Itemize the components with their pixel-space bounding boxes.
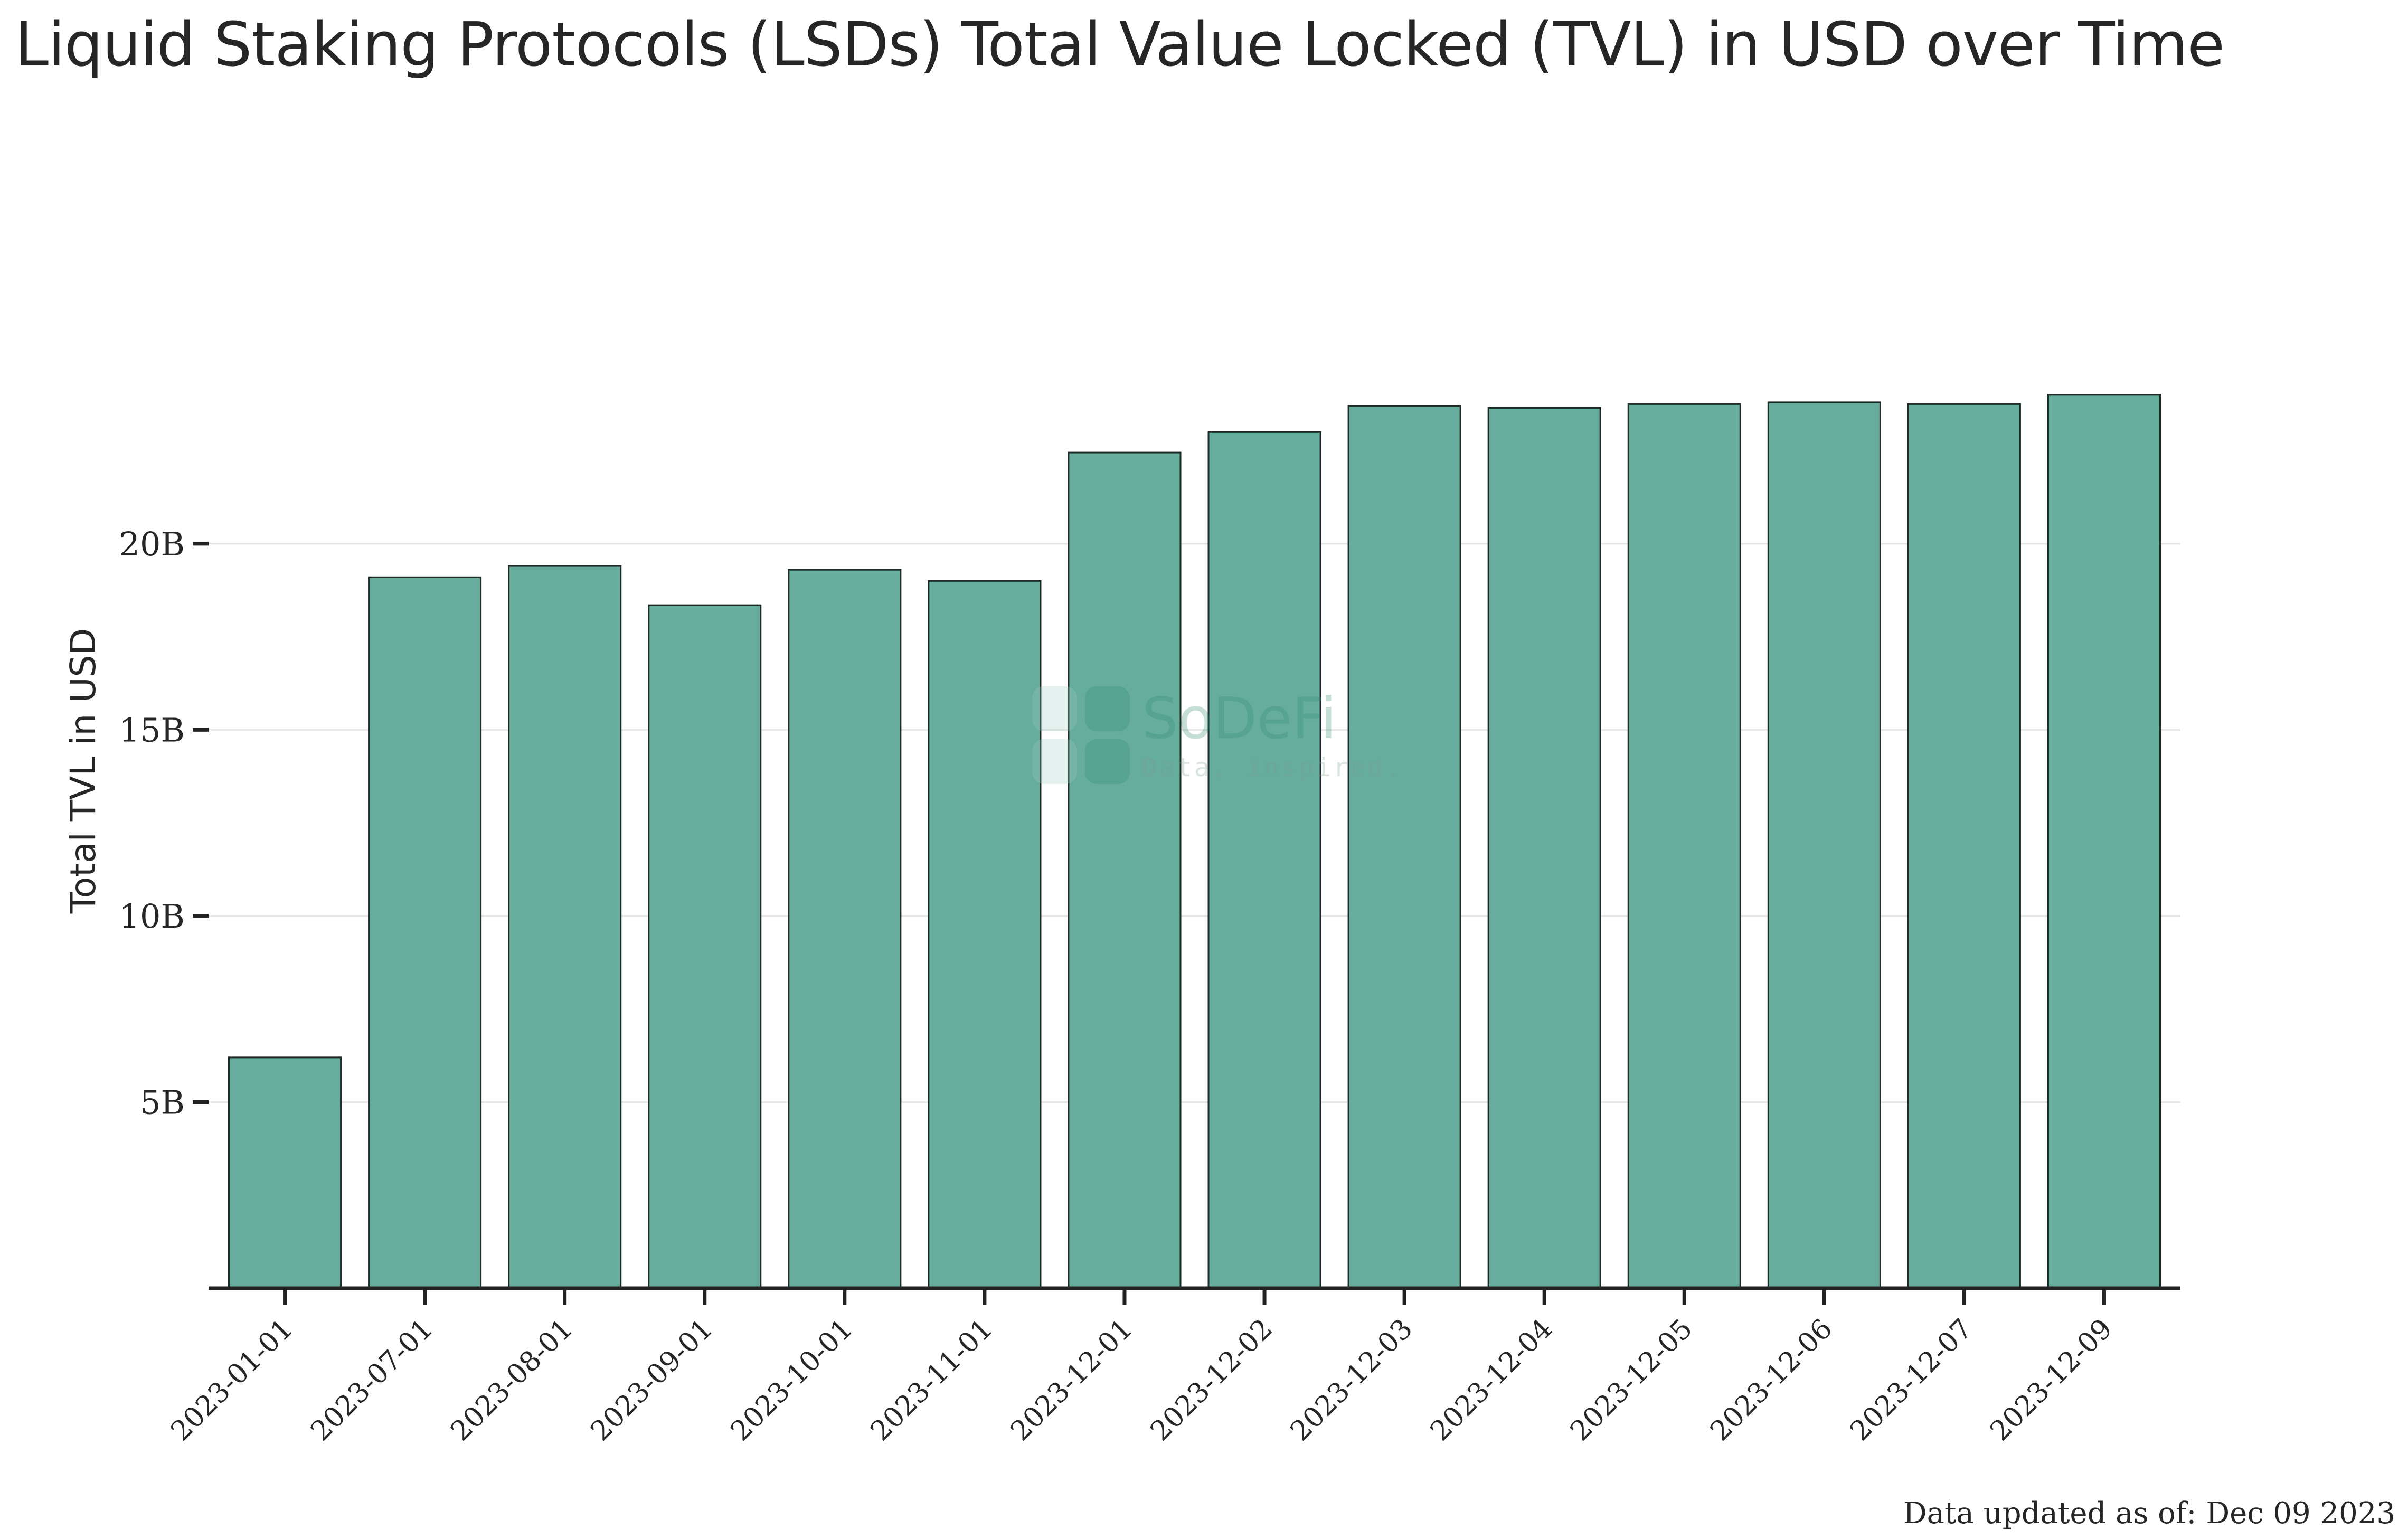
bar-2023-12-02 [1207,431,1321,1289]
bar-2023-11-01 [928,580,1042,1289]
bar-2023-12-05 [1627,403,1741,1289]
x-tick-label: 2023-12-07 [1844,1313,1978,1447]
x-axis: 2023-01-01 2023-07-01 2023-08-01 2023-09-01… [165,1286,2180,1447]
watermark-tagline: Data, inspired. [1142,753,1403,782]
x-tick-label: 2023-09-01 [585,1313,719,1447]
x-tick-label: 2023-07-01 [305,1313,439,1447]
x-tick-label: 2023-12-01 [1005,1313,1139,1447]
y-axis-label: Total TVL in USD [63,628,103,914]
bar-2023-12-06 [1767,401,1881,1289]
y-tick-label: 10B [119,897,185,936]
y-axis: 5B 10B 15B 20B [119,525,209,1121]
x-tick-label: 2023-08-01 [445,1313,579,1447]
bars [228,394,2161,1289]
bar-2023-12-09 [2047,394,2161,1289]
x-tick-label: 2023-12-09 [1984,1313,2118,1447]
bar-2023-12-04 [1487,407,1601,1289]
x-tick-label: 2023-12-04 [1424,1313,1559,1447]
chart-title: Liquid Staking Protocols (LSDs) Total Va… [15,10,2225,80]
x-tick-label: 2023-11-01 [865,1313,999,1447]
bar-2023-08-01 [508,565,622,1289]
x-tick-label: 2023-10-01 [725,1313,859,1447]
y-tick-label: 20B [119,525,185,563]
watermark: SoDeFi Data, inspired. [1032,686,1402,787]
bar-2023-12-07 [1907,403,2021,1289]
y-tick-label: 5B [140,1083,185,1121]
bar-2023-12-01 [1068,451,1182,1289]
data-updated-note: Data updated as of: Dec 09 2023 [1903,1496,2395,1531]
bar-2023-07-01 [368,576,482,1289]
y-tick-label: 15B [119,711,185,749]
sodefi-logo-icon [1032,686,1132,787]
bar-2023-12-03 [1347,405,1461,1289]
x-tick-label: 2023-12-05 [1564,1313,1698,1447]
x-tick-label: 2023-12-03 [1285,1313,1419,1447]
x-tick-label: 2023-12-06 [1704,1313,1838,1447]
x-tick-label: 2023-12-02 [1145,1313,1279,1447]
gridlines [209,543,2180,1103]
bar-2023-01-01 [228,1056,342,1289]
bar-2023-09-01 [648,604,762,1289]
x-tick-label: 2023-01-01 [165,1313,299,1447]
bar-2023-10-01 [788,569,902,1289]
watermark-name: SoDeFi [1142,686,1337,752]
